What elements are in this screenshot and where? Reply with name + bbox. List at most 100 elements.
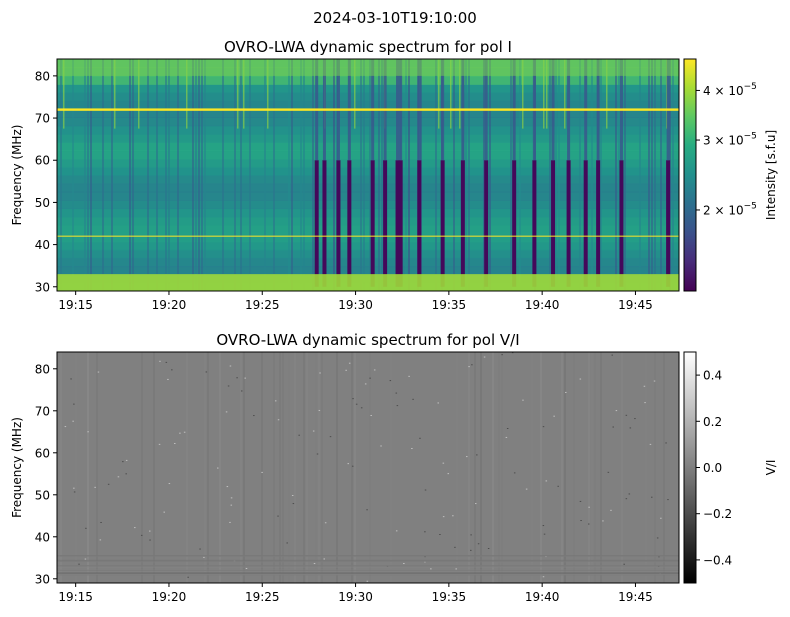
time-stripe: [615, 59, 617, 291]
time-stripe: [468, 352, 470, 583]
time-stripe: [654, 352, 656, 583]
noise-speck: [324, 522, 327, 524]
time-stripe: [63, 59, 65, 129]
noise-line: [57, 555, 679, 557]
noise-speck: [505, 436, 508, 438]
noise-speck: [229, 365, 232, 367]
freq-band: [57, 233, 679, 243]
dark-stripe: [596, 160, 601, 287]
noise-speck: [628, 493, 631, 495]
time-stripe: [360, 59, 362, 291]
time-stripe: [564, 59, 566, 129]
y-axis-label: Frequency (MHz): [10, 417, 24, 518]
noise-speck: [261, 471, 263, 473]
noise-speck: [78, 563, 80, 565]
panel-title: OVRO-LWA dynamic spectrum for pol I: [224, 38, 512, 56]
noise-speck: [236, 377, 238, 379]
time-stripe: [186, 352, 188, 583]
noise-speck: [474, 503, 477, 505]
noise-speck: [158, 443, 161, 445]
colorbar-tick-label: 0.2: [703, 415, 722, 429]
y-tick-label: 30: [35, 572, 50, 586]
time-stripe: [555, 59, 557, 291]
noise-speck: [94, 486, 96, 488]
noise-speck: [419, 437, 421, 439]
noise-speck: [240, 390, 243, 392]
noise-speck: [623, 563, 625, 565]
time-stripe: [510, 59, 512, 291]
noise-speck: [122, 461, 124, 463]
freq-band: [57, 92, 679, 102]
noise-speck: [542, 525, 545, 527]
time-stripe: [573, 352, 575, 583]
noise-speck: [345, 369, 347, 371]
time-stripe: [129, 59, 131, 291]
noise-speck: [543, 533, 546, 535]
time-stripe: [501, 352, 503, 583]
colorbar-label: V/I: [764, 460, 778, 476]
time-stripe: [87, 59, 89, 291]
time-stripe: [579, 59, 581, 291]
noise-speck: [64, 426, 67, 428]
dark-stripe: [566, 160, 571, 287]
dark-stripe: [322, 160, 327, 287]
colorbar-tick-label: −0.4: [703, 553, 732, 567]
time-stripe: [405, 59, 407, 291]
x-tick-label: 19:35: [432, 590, 467, 604]
noise-speck: [274, 400, 277, 402]
time-stripe: [291, 59, 293, 291]
noise-speck: [553, 415, 555, 417]
time-stripe: [540, 352, 542, 583]
noise-speck: [163, 511, 165, 513]
freq-band: [57, 108, 679, 118]
noise-speck: [611, 354, 613, 356]
noise-speck: [625, 414, 628, 416]
freq-band: [57, 175, 679, 185]
time-stripe: [318, 352, 320, 583]
noise-speck: [468, 366, 470, 368]
noise-speck: [442, 516, 445, 518]
x-tick-label: 19:45: [618, 590, 653, 604]
noise-speck: [227, 385, 230, 387]
y-tick-label: 50: [35, 488, 50, 502]
noise-speck: [506, 427, 509, 429]
noise-speck: [477, 543, 480, 545]
noise-speck: [73, 487, 75, 489]
time-stripe: [84, 59, 86, 291]
time-stripe: [321, 352, 323, 583]
noise-speck: [179, 432, 181, 434]
y-tick-label: 60: [35, 446, 50, 460]
x-tick-label: 19:25: [245, 590, 280, 604]
noise-speck: [347, 463, 350, 465]
noise-speck: [230, 504, 233, 506]
noise-line: [57, 569, 679, 571]
freq-band: [57, 83, 679, 94]
noise-speck: [99, 539, 102, 541]
dark-stripe: [666, 160, 671, 287]
noise-speck: [542, 576, 545, 578]
noise-speck: [395, 392, 398, 394]
noise-speck: [452, 515, 454, 517]
x-tick-label: 19:15: [58, 590, 93, 604]
x-tick-label: 19:15: [58, 298, 93, 312]
noise-speck: [629, 427, 632, 429]
time-stripe: [549, 59, 551, 291]
figure-suptitle: 2024-03-10T19:10:00: [313, 9, 477, 27]
freq-band: [57, 183, 679, 193]
colorbar-tick-label: 2 × 10−5: [703, 201, 757, 217]
noise-speck: [355, 403, 358, 405]
time-stripe: [654, 59, 656, 291]
noise-speck: [348, 362, 351, 364]
noise-speck: [87, 431, 89, 433]
time-stripe: [468, 59, 470, 291]
y-tick-label: 70: [35, 112, 50, 126]
noise-speck: [149, 539, 151, 541]
noise-line: [57, 573, 679, 575]
noise-speck: [159, 360, 161, 362]
time-stripe: [240, 352, 242, 583]
time-stripe: [438, 59, 440, 129]
dark-stripe: [347, 160, 352, 287]
time-stripe: [342, 352, 344, 583]
axes-frame: [56, 351, 680, 584]
time-stripe: [606, 59, 608, 129]
